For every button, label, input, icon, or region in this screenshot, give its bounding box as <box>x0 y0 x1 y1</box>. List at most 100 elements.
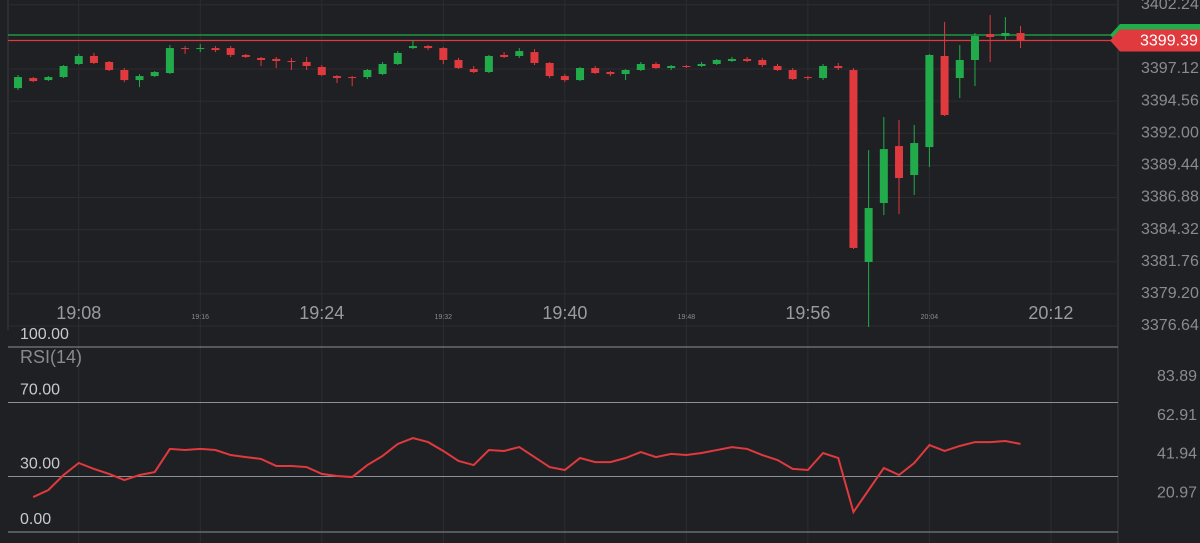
candle-body <box>758 59 767 65</box>
candle-body <box>1016 33 1025 41</box>
candle-body <box>682 66 691 68</box>
rsi-level-label: 30.00 <box>20 456 60 473</box>
candle-body <box>150 72 159 77</box>
candle-body <box>970 36 979 60</box>
y-tick-label: 3381.76 <box>1141 253 1199 270</box>
candle-body <box>606 72 615 75</box>
rsi-y-tick-label: 20.97 <box>1157 484 1197 501</box>
y-tick-label: 3397.12 <box>1141 60 1199 77</box>
candle-body <box>773 66 782 71</box>
candle-body <box>59 66 68 78</box>
candle-body <box>545 62 554 77</box>
x-tick-label: 19:08 <box>56 303 101 323</box>
candle-body <box>636 63 645 71</box>
candle-body <box>105 61 114 71</box>
candle-body <box>910 143 919 176</box>
candle-body <box>712 59 721 64</box>
candle-body <box>621 70 630 75</box>
candle-body <box>363 70 372 78</box>
candle-body <box>29 78 38 82</box>
rsi-line <box>32 436 1021 515</box>
candle-body <box>727 58 736 61</box>
rsi-y-tick-label: 41.94 <box>1157 446 1197 463</box>
rsi-level-label: 0.00 <box>20 511 51 528</box>
candle-body <box>226 48 235 55</box>
last-price-label: 3399.39 <box>1140 33 1198 50</box>
y-tick-label: 3389.44 <box>1141 157 1199 174</box>
y-tick-label: 3386.88 <box>1141 189 1199 206</box>
y-tick-label: 3379.20 <box>1141 285 1199 302</box>
candle-body <box>925 54 934 148</box>
x-tick-label-minor: 20:04 <box>921 314 939 321</box>
grid <box>8 0 1118 543</box>
x-tick-label-minor: 19:32 <box>435 314 453 321</box>
x-tick-label-minor: 19:16 <box>192 314 210 321</box>
candle-body <box>181 48 190 50</box>
candle-body <box>241 54 250 57</box>
candle-body <box>44 77 53 81</box>
y-tick-label: 3402.24 <box>1141 0 1199 13</box>
y-tick-label: 3384.32 <box>1141 221 1199 238</box>
candle-body <box>1001 33 1010 37</box>
candle-body <box>454 59 463 69</box>
last-price-tag <box>1110 29 1200 52</box>
candle-body <box>500 54 509 57</box>
x-tick-label-minor: 19:48 <box>678 314 696 321</box>
candle-body <box>895 146 904 179</box>
y-tick-label: 3394.56 <box>1141 92 1199 109</box>
rsi-level-label: 70.00 <box>20 382 60 399</box>
candle-body <box>986 34 995 38</box>
rsi-y-tick-label: 62.91 <box>1157 407 1197 424</box>
candle-body <box>469 69 478 73</box>
x-tick-label: 19:40 <box>542 303 587 323</box>
candle-body <box>378 63 387 75</box>
candle-body <box>484 55 493 73</box>
x-tick-label: 19:24 <box>299 303 344 323</box>
candle-body <box>955 59 964 79</box>
candle-body <box>165 48 174 74</box>
candle-body <box>257 57 266 60</box>
candle-body <box>515 51 524 56</box>
candle-body <box>576 68 585 81</box>
rsi-y-tick-label: 83.89 <box>1157 368 1197 385</box>
candle-body <box>591 68 600 74</box>
candle-body <box>864 208 873 262</box>
x-tick-label: 19:56 <box>785 303 830 323</box>
candle-body <box>530 52 539 63</box>
candle-body <box>424 46 433 49</box>
y-tick-label: 3376.64 <box>1141 317 1199 334</box>
candle-body <box>849 70 858 248</box>
rsi-title: RSI(14) <box>20 347 82 367</box>
candle-body <box>819 66 828 79</box>
candle-body <box>834 66 843 69</box>
candle-body <box>803 77 812 79</box>
candle-body <box>697 63 706 66</box>
candle-body <box>302 61 311 66</box>
candle-body <box>940 55 949 116</box>
candle-body <box>120 70 129 81</box>
candle-body <box>211 48 220 51</box>
candle-body <box>788 70 797 80</box>
candle-body <box>272 58 281 61</box>
candle-body <box>14 77 22 89</box>
candle-body <box>393 52 402 64</box>
candle-body <box>667 66 676 69</box>
candle-body <box>743 58 752 61</box>
candle-body <box>196 48 205 50</box>
candle-body <box>287 60 296 62</box>
labels: 3402.24 3397.12 3394.56 3392.00 3389.44 3386.… <box>20 0 1200 528</box>
candle-body <box>348 77 357 79</box>
candle-body <box>332 76 341 79</box>
candle-body <box>408 46 417 49</box>
candle-body <box>135 76 144 81</box>
candle-body <box>317 67 326 76</box>
candle-body <box>89 55 98 63</box>
candle-body <box>439 48 448 60</box>
rsi-level-label: 100.00 <box>20 326 69 343</box>
candle-body <box>560 76 569 81</box>
plot <box>8 15 1118 515</box>
candle-body <box>74 55 83 64</box>
candle-body <box>651 63 660 69</box>
y-tick-label: 3392.00 <box>1141 124 1199 141</box>
